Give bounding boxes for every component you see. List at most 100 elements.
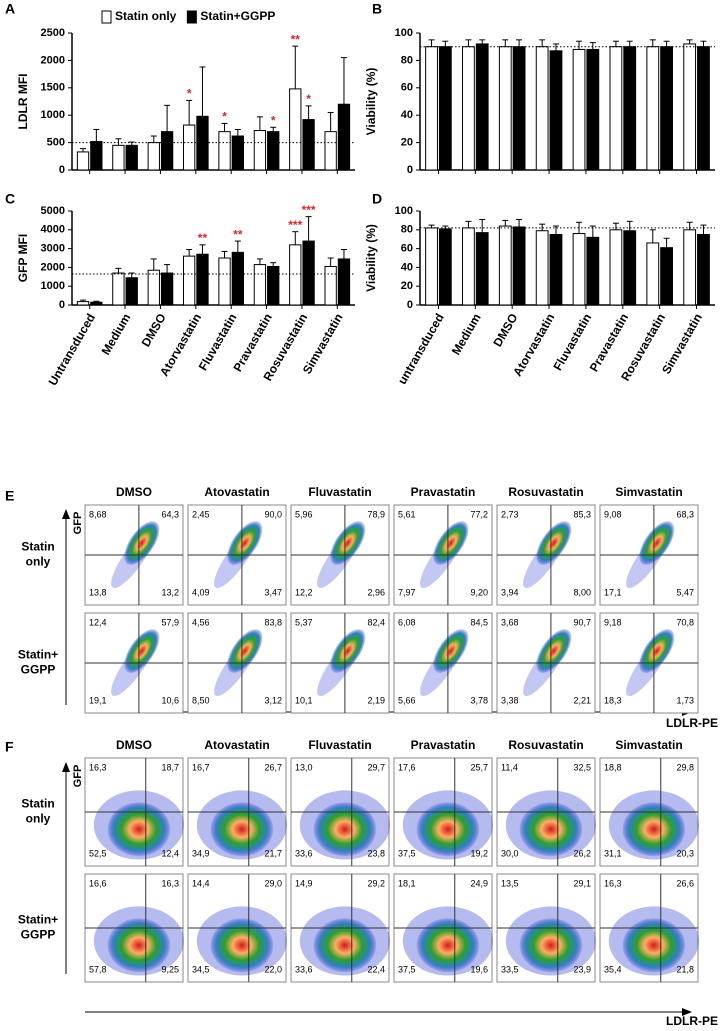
y-tick-label: 1000 <box>41 280 65 292</box>
y-tick-label: 1000 <box>41 109 65 121</box>
y-axis-label: LDLR MFI <box>16 74 30 130</box>
y-axis-label: Viability (%) <box>364 224 378 292</box>
quadrant-percent: 2,21 <box>573 695 591 705</box>
y-tick-label: 500 <box>47 137 65 149</box>
error-bar <box>270 126 277 132</box>
error-bar <box>612 40 619 47</box>
flow-plot: 17,6 25,7 37,5 19,2 <box>393 757 493 867</box>
density <box>227 629 263 673</box>
quadrant-percent: 78,9 <box>367 509 385 519</box>
bar <box>112 272 125 306</box>
bar <box>125 277 138 306</box>
density <box>639 521 675 565</box>
quadrant-percent: 26,6 <box>676 878 694 888</box>
bar <box>609 46 623 171</box>
quadrant-percent: 6,08 <box>398 617 416 627</box>
quadrant-percent: 3,68 <box>501 617 519 627</box>
density <box>210 802 274 857</box>
bar <box>267 131 280 171</box>
bar <box>660 46 673 171</box>
error-bar <box>93 300 100 303</box>
quadrant-percent: 14,4 <box>192 878 210 888</box>
significance: * <box>222 110 227 124</box>
bar <box>302 119 315 171</box>
quadrant-percent: 34,9 <box>192 848 210 858</box>
bar <box>609 229 623 306</box>
quadrant-percent: 34,5 <box>192 964 210 974</box>
y-tick-label: 0 <box>407 299 413 311</box>
error-bar <box>270 262 277 267</box>
bar <box>289 88 302 171</box>
quadrant-percent: 85,3 <box>573 509 591 519</box>
error-bar <box>186 99 193 126</box>
legend-label: Statin+GGPP <box>200 9 275 23</box>
quadrant-percent: 9,25 <box>161 964 179 974</box>
arrow-head <box>62 762 70 772</box>
density <box>433 521 469 565</box>
error-bar <box>516 39 523 47</box>
flow-plot: 5,37 82,4 10,1 2,19 <box>290 612 390 714</box>
bar <box>337 103 351 171</box>
density <box>107 802 171 857</box>
error-bar <box>199 66 206 117</box>
quadrant-percent: 4,56 <box>192 617 210 627</box>
bar <box>218 257 231 306</box>
bar <box>475 232 489 306</box>
legend-label: Statin only <box>115 9 177 23</box>
bar <box>267 265 280 306</box>
quadrant-percent: 2,73 <box>501 509 519 519</box>
flow-plot: 14,4 29,0 34,5 22,0 <box>187 873 287 983</box>
bar <box>683 43 697 171</box>
error-bar <box>256 116 263 131</box>
x-tick-label: Medium <box>449 311 484 357</box>
flow-plot: 5,96 78,9 12,2 2,96 <box>290 504 390 606</box>
quadrant-percent: 16,7 <box>192 762 210 772</box>
density <box>107 918 171 973</box>
error-bar <box>221 122 228 132</box>
quadrant-percent: 90,0 <box>264 509 282 519</box>
bar <box>76 301 90 306</box>
error-bar <box>93 128 100 142</box>
panel-label: F <box>5 739 14 755</box>
density <box>313 802 377 857</box>
quadrant-percent: 37,5 <box>398 964 416 974</box>
error-bar <box>465 39 472 47</box>
bar <box>90 141 103 171</box>
bar <box>196 253 209 306</box>
flow-plot: 13,5 29,1 33,5 23,9 <box>496 873 596 983</box>
quadrant-percent: 84,5 <box>470 617 488 627</box>
significance: *** <box>302 203 316 217</box>
quadrant-percent: 3,78 <box>470 695 488 705</box>
quadrant-percent: 33,6 <box>295 964 313 974</box>
density <box>639 629 675 673</box>
density <box>519 802 583 857</box>
y-tick-label: 5000 <box>41 205 65 217</box>
quadrant-percent: 26,2 <box>573 848 591 858</box>
quadrant-percent: 18,8 <box>604 762 622 772</box>
quadrant-percent: 17,6 <box>398 762 416 772</box>
error-bar <box>626 220 633 231</box>
error-bar <box>340 57 347 105</box>
quadrant-percent: 5,61 <box>398 509 416 519</box>
y-tick-label: 80 <box>401 54 413 66</box>
error-bar <box>479 218 486 233</box>
quadrant-percent: 2,96 <box>367 587 385 597</box>
y-tick-label: 2000 <box>41 261 65 273</box>
quadrant-percent: 18,1 <box>398 878 416 888</box>
significance: *** <box>288 218 302 232</box>
bar <box>462 227 475 306</box>
bar <box>683 229 697 306</box>
y-tick-label: 100 <box>395 205 413 217</box>
column-header: Simvastatin <box>615 485 682 499</box>
error-bar <box>150 135 157 143</box>
quadrant-percent: 64,3 <box>161 509 179 519</box>
quadrant-percent: 29,1 <box>573 878 591 888</box>
quadrant-percent: 22,4 <box>367 964 385 974</box>
bar <box>549 50 563 171</box>
error-bar <box>479 39 486 44</box>
bar <box>147 269 160 306</box>
y-tick-label: 2500 <box>41 27 65 39</box>
error-bar <box>663 40 670 47</box>
quadrant-percent: 29,0 <box>264 878 282 888</box>
error-bar <box>340 249 347 259</box>
